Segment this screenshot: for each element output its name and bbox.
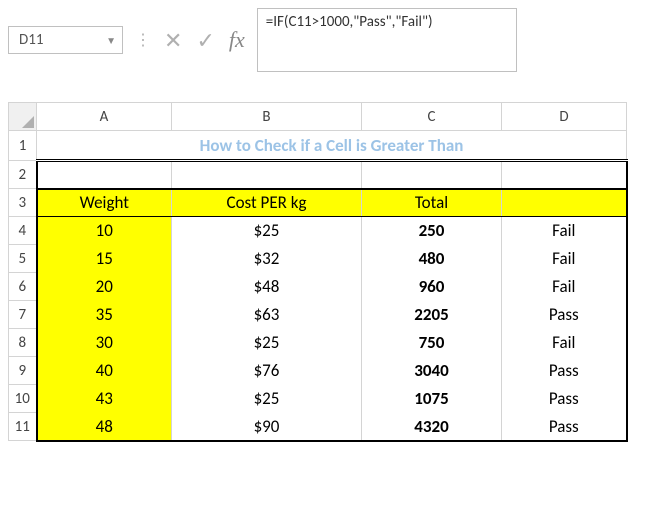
- cell-B4[interactable]: $25: [172, 217, 362, 245]
- row-header-4[interactable]: 4: [9, 217, 37, 245]
- cell-A4[interactable]: 10: [37, 217, 172, 245]
- cell-D6[interactable]: Fail: [502, 273, 627, 301]
- cell-B6[interactable]: $48: [172, 273, 362, 301]
- cell-C2[interactable]: [362, 161, 502, 189]
- cell-C8[interactable]: 750: [362, 329, 502, 357]
- cell-B11[interactable]: $90: [172, 413, 362, 441]
- cell-D11[interactable]: Pass: [502, 413, 627, 441]
- row-header-8[interactable]: 8: [9, 329, 37, 357]
- select-all-corner[interactable]: [9, 103, 37, 131]
- cell-D7[interactable]: Pass: [502, 301, 627, 329]
- cell-B2[interactable]: [172, 161, 362, 189]
- cell-D10[interactable]: Pass: [502, 385, 627, 413]
- header-total[interactable]: Total: [362, 189, 502, 217]
- cell-D4[interactable]: Fail: [502, 217, 627, 245]
- cell-A8[interactable]: 30: [37, 329, 172, 357]
- formula-actions: ⋮ ✕ ✓ fx: [131, 27, 249, 54]
- cell-C6[interactable]: 960: [362, 273, 502, 301]
- cell-C9[interactable]: 3040: [362, 357, 502, 385]
- col-header-D[interactable]: D: [502, 103, 627, 131]
- cell-A7[interactable]: 35: [37, 301, 172, 329]
- cell-A10[interactable]: 43: [37, 385, 172, 413]
- cell-B9[interactable]: $76: [172, 357, 362, 385]
- cell-A9[interactable]: 40: [37, 357, 172, 385]
- row-header-2[interactable]: 2: [9, 161, 37, 189]
- spreadsheet-grid: A B C D 1 How to Check if a Cell is Grea…: [8, 102, 628, 442]
- formula-bar: D11 ▼ ⋮ ✕ ✓ fx =IF(C11>1000,"Pass","Fail…: [8, 8, 657, 72]
- name-box-value: D11: [19, 31, 43, 49]
- cell-D5[interactable]: Fail: [502, 245, 627, 273]
- cell-D2[interactable]: [502, 161, 627, 189]
- header-result[interactable]: [502, 189, 627, 217]
- header-cost[interactable]: Cost PER kg: [172, 189, 362, 217]
- cell-D9[interactable]: Pass: [502, 357, 627, 385]
- formula-text: =IF(C11>1000,"Pass","Fail"): [266, 13, 433, 31]
- cell-B7[interactable]: $63: [172, 301, 362, 329]
- name-box[interactable]: D11 ▼: [8, 26, 123, 54]
- cell-D8[interactable]: Fail: [502, 329, 627, 357]
- fx-icon[interactable]: fx: [229, 27, 245, 53]
- row-header-10[interactable]: 10: [9, 385, 37, 413]
- cell-B10[interactable]: $25: [172, 385, 362, 413]
- cell-C11[interactable]: 4320: [362, 413, 502, 441]
- chevron-down-icon[interactable]: ▼: [106, 34, 116, 47]
- cell-C5[interactable]: 480: [362, 245, 502, 273]
- cell-C10[interactable]: 1075: [362, 385, 502, 413]
- cell-A2[interactable]: [37, 161, 172, 189]
- cell-A5[interactable]: 15: [37, 245, 172, 273]
- title-cell[interactable]: How to Check if a Cell is Greater Than: [37, 131, 627, 161]
- row-header-11[interactable]: 11: [9, 413, 37, 441]
- row-header-6[interactable]: 6: [9, 273, 37, 301]
- row-header-5[interactable]: 5: [9, 245, 37, 273]
- cell-C7[interactable]: 2205: [362, 301, 502, 329]
- row-header-7[interactable]: 7: [9, 301, 37, 329]
- formula-input[interactable]: =IF(C11>1000,"Pass","Fail"): [257, 8, 517, 72]
- col-header-A[interactable]: A: [37, 103, 172, 131]
- cell-C4[interactable]: 250: [362, 217, 502, 245]
- accept-icon[interactable]: ✓: [196, 27, 214, 54]
- col-header-C[interactable]: C: [362, 103, 502, 131]
- cell-B5[interactable]: $32: [172, 245, 362, 273]
- row-header-3[interactable]: 3: [9, 189, 37, 217]
- col-header-B[interactable]: B: [172, 103, 362, 131]
- cell-A6[interactable]: 20: [37, 273, 172, 301]
- row-header-1[interactable]: 1: [9, 131, 37, 161]
- cell-B8[interactable]: $25: [172, 329, 362, 357]
- row-header-9[interactable]: 9: [9, 357, 37, 385]
- menu-dots-icon[interactable]: ⋮: [135, 30, 150, 50]
- cell-A11[interactable]: 48: [37, 413, 172, 441]
- header-weight[interactable]: Weight: [37, 189, 172, 217]
- cancel-icon[interactable]: ✕: [164, 27, 182, 54]
